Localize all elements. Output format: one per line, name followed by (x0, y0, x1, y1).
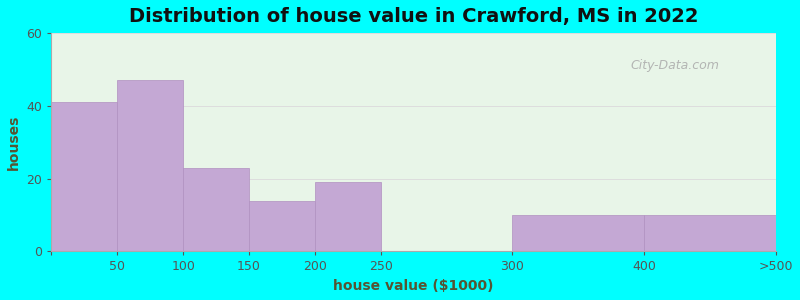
Title: Distribution of house value in Crawford, MS in 2022: Distribution of house value in Crawford,… (129, 7, 698, 26)
Bar (118, 80, 183, 251)
Text: City-Data.com: City-Data.com (631, 59, 720, 72)
Bar (183, 168, 249, 251)
Bar (315, 182, 381, 251)
Bar (51, 102, 118, 251)
Y-axis label: houses: houses (7, 115, 21, 170)
Bar (644, 215, 776, 251)
X-axis label: house value ($1000): house value ($1000) (334, 279, 494, 293)
Bar (249, 200, 315, 251)
Bar (512, 215, 644, 251)
